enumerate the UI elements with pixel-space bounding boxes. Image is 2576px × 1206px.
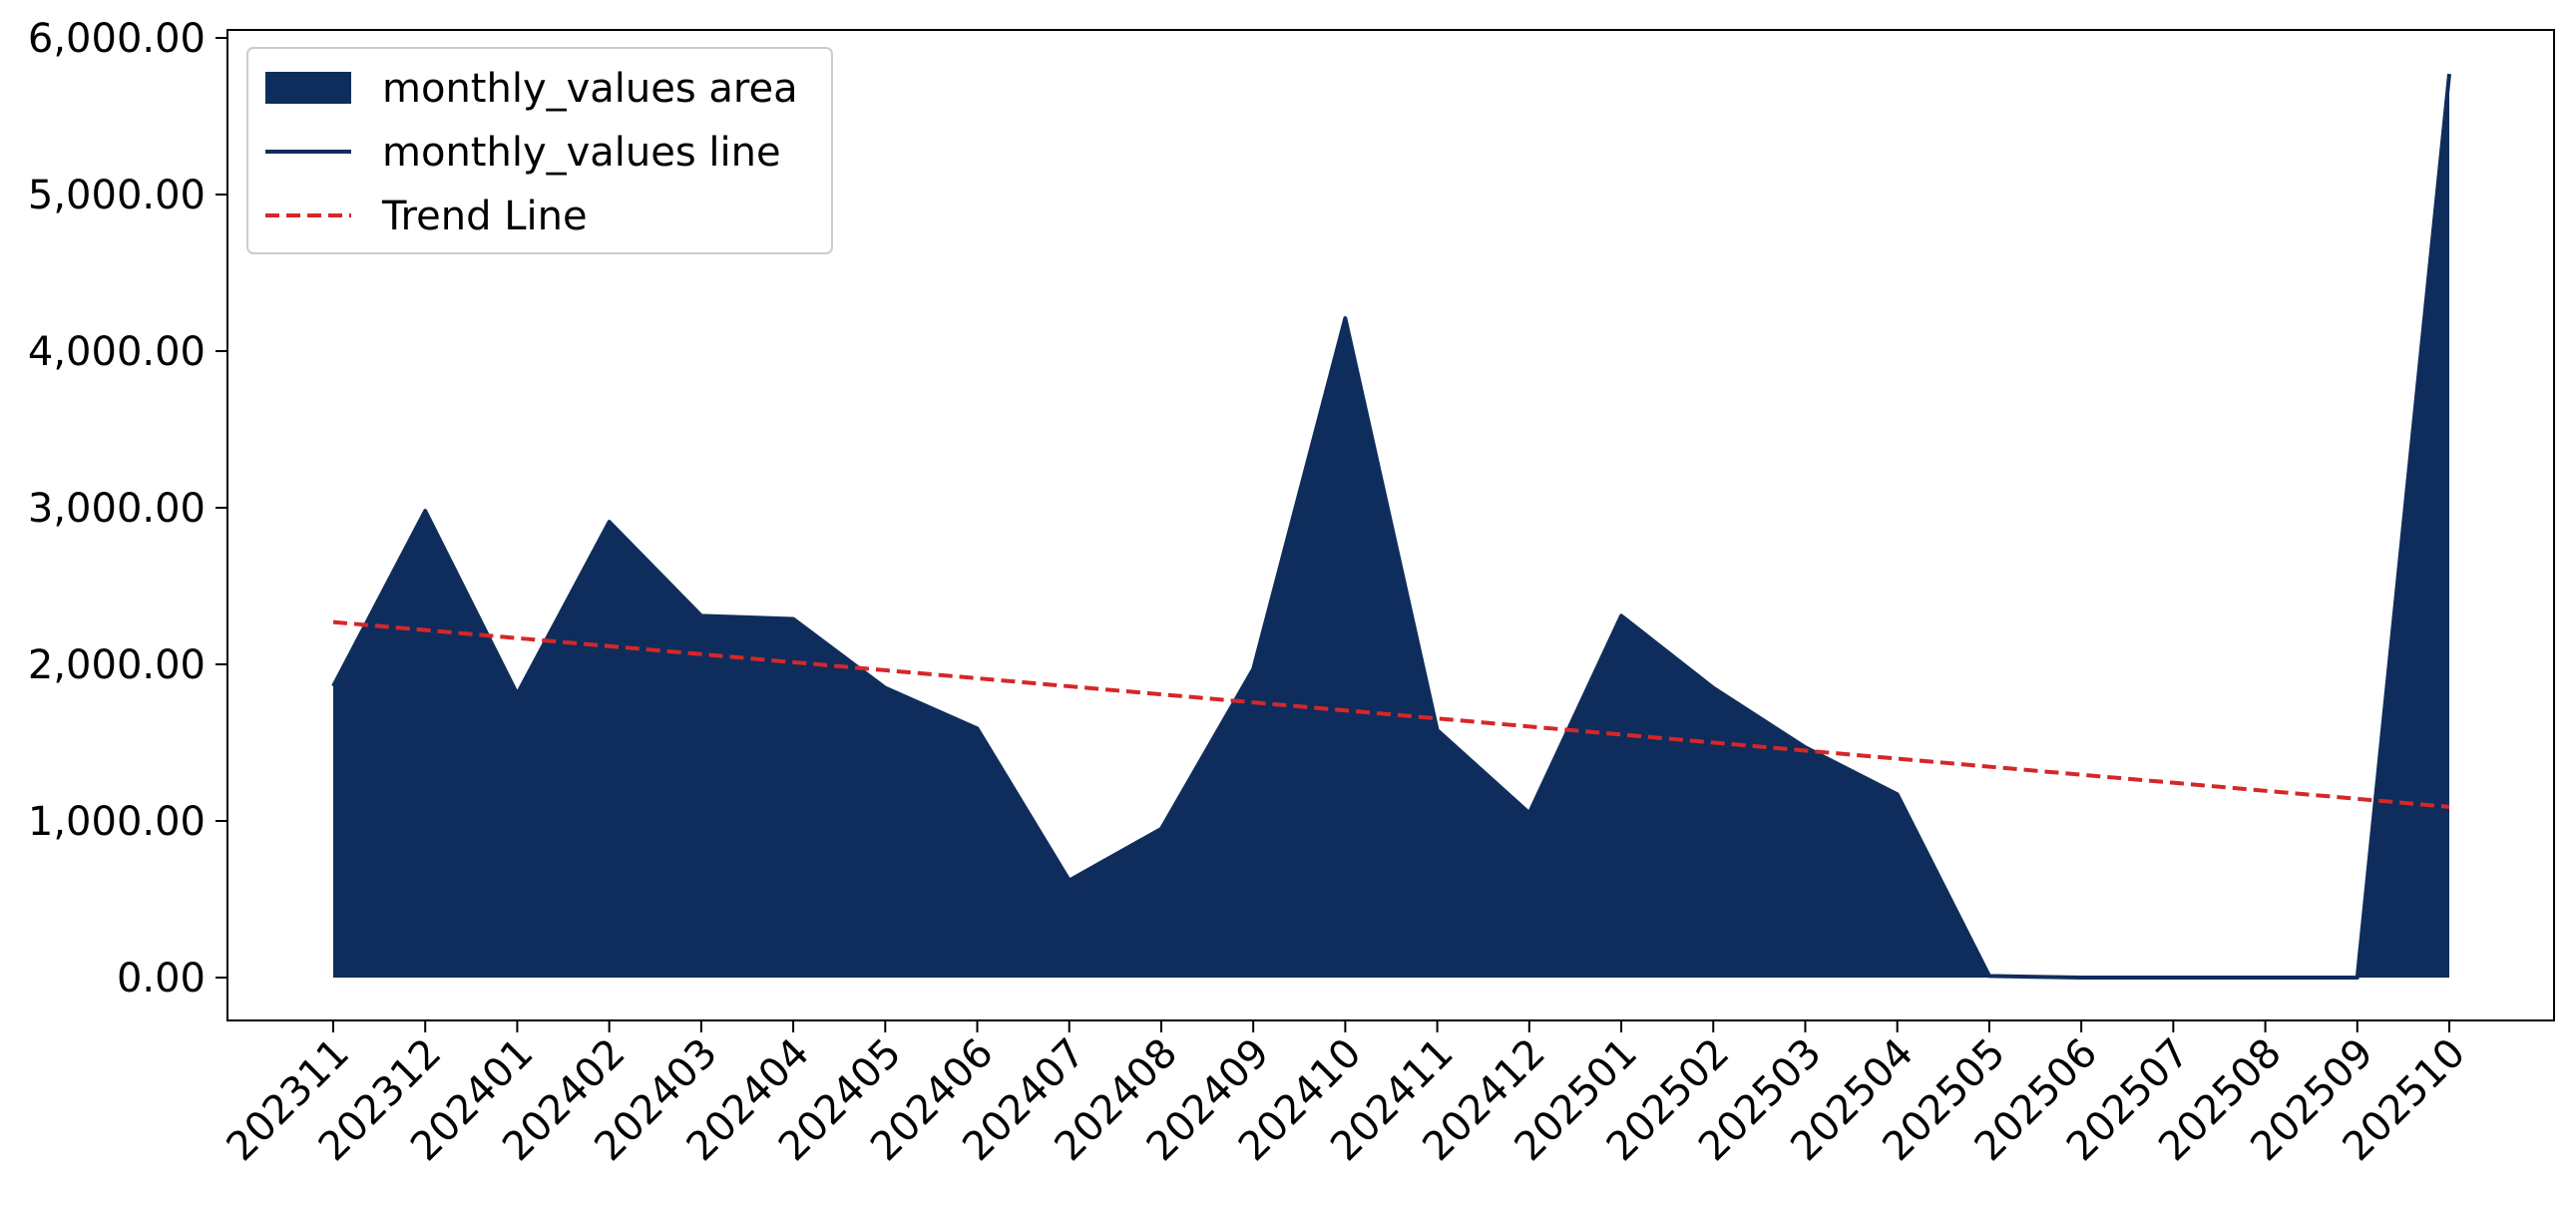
legend-label: monthly_values area [382, 66, 798, 112]
legend-box [246, 47, 833, 254]
plot-area [331, 73, 2451, 980]
y-tick-label: 0.00 [117, 956, 206, 1002]
plot-frame [226, 29, 2555, 1021]
legend-label: Trend Line [381, 194, 588, 239]
trend-line [332, 619, 2450, 809]
y-tick-label: 6,000.00 [28, 16, 206, 62]
y-tick-label: 3,000.00 [28, 486, 206, 532]
legend-swatch-area [265, 72, 351, 104]
legend: monthly_values area monthly_values line Tr… [246, 47, 833, 254]
y-tick-label: 2,000.00 [28, 642, 206, 688]
x-axis: 2023112023122024012024022024032024042024… [218, 1020, 2474, 1170]
y-tick-label: 5,000.00 [28, 173, 206, 218]
y-tick-label: 4,000.00 [28, 329, 206, 375]
legend-label: monthly_values line [382, 130, 781, 176]
y-tick-label: 1,000.00 [28, 799, 206, 845]
series-line [331, 73, 2451, 980]
y-axis: 0.00 1,000.00 2,000.00 3,000.00 4,000.00 5,00… [28, 16, 227, 1002]
